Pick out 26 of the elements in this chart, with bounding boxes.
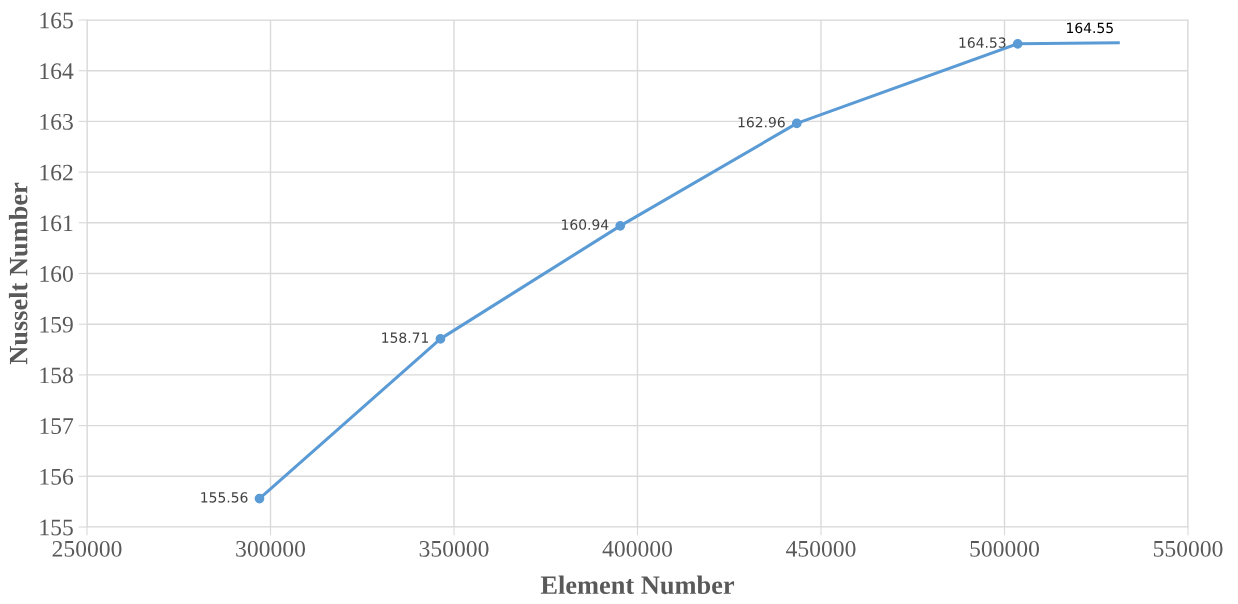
data-label: 160.94: [562, 219, 609, 230]
data-label: 155.56: [201, 492, 248, 503]
x-tick-label: 350000: [419, 540, 489, 557]
data-label: 158.71: [382, 332, 429, 343]
x-tick-label: 300000: [236, 540, 306, 557]
y-tick-label: 156: [40, 468, 74, 485]
y-axis-title: Nusselt Number: [8, 182, 28, 365]
y-tick-label: 165: [40, 12, 73, 29]
x-tick-label: 500000: [970, 540, 1040, 557]
y-tick-label: 164: [40, 63, 74, 80]
y-tick-label: 159: [40, 316, 73, 333]
y-tick-label: 155: [40, 519, 73, 536]
y-tick-label: 158: [40, 367, 73, 384]
x-axis-title: Element Number: [540, 575, 735, 595]
data-label: 162.96: [738, 116, 785, 128]
y-tick-label: 163: [40, 113, 73, 130]
x-tick-label: 400000: [602, 540, 673, 557]
x-tick-label: 450000: [786, 540, 856, 557]
y-tick-label: 161: [40, 215, 73, 232]
y-tick-label: 162: [40, 164, 73, 181]
data-label: 164.53: [959, 37, 1006, 48]
y-tick-label: 157: [40, 418, 74, 435]
y-tick-label: 160: [40, 265, 73, 282]
x-tick-label: 550000: [1153, 540, 1223, 557]
data-label: 164.55: [1067, 22, 1113, 34]
x-tick-label: 250000: [52, 540, 122, 557]
